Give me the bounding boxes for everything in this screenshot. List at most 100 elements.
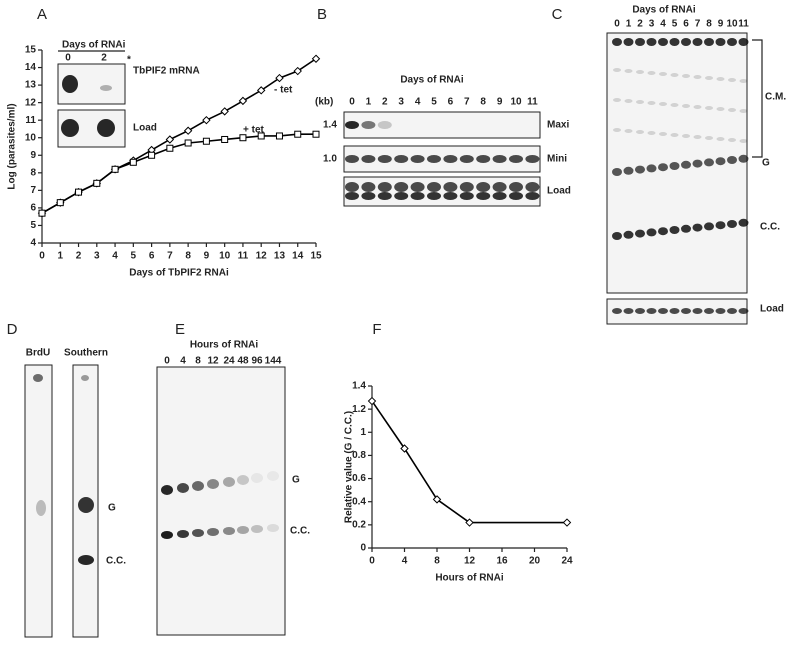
marker xyxy=(202,137,210,145)
marker xyxy=(166,144,174,152)
row-label: TbPIF2 mRNA xyxy=(133,66,200,77)
band xyxy=(377,155,392,163)
band xyxy=(669,308,680,314)
band xyxy=(738,154,749,163)
band xyxy=(739,109,748,113)
band xyxy=(693,75,702,79)
lane-label: 9 xyxy=(718,19,724,30)
lane-label: 8 xyxy=(480,97,486,108)
band xyxy=(704,158,714,167)
marker xyxy=(220,107,229,116)
band xyxy=(727,308,737,314)
panel-letter: E xyxy=(175,321,185,338)
y-tick-label: 1.2 xyxy=(352,404,366,415)
size-label: 1.4 xyxy=(323,120,337,131)
band xyxy=(509,182,523,192)
band xyxy=(635,308,645,314)
blot-title: Days of RNAi xyxy=(632,5,696,16)
band xyxy=(681,308,691,314)
panel-letter: C xyxy=(552,6,563,23)
band xyxy=(716,137,725,141)
marker xyxy=(367,396,377,406)
x-tick-label: 1 xyxy=(57,251,63,262)
band xyxy=(223,477,235,487)
marker xyxy=(432,495,442,504)
band xyxy=(97,119,115,137)
band xyxy=(81,375,89,381)
series-line xyxy=(41,133,316,214)
band xyxy=(33,374,43,382)
band xyxy=(658,227,668,236)
band xyxy=(251,525,263,533)
band xyxy=(623,38,634,46)
band xyxy=(207,528,219,536)
band xyxy=(670,103,679,107)
x-tick-label: 15 xyxy=(310,251,322,262)
band xyxy=(361,192,376,200)
x-tick-label: 0 xyxy=(39,251,45,262)
x-tick-label: 4 xyxy=(402,556,408,567)
asterisk: * xyxy=(127,55,131,66)
band-label: C.M. xyxy=(765,92,786,103)
band xyxy=(681,160,691,169)
x-tick-label: 0 xyxy=(369,556,375,567)
band xyxy=(36,500,46,516)
band xyxy=(345,182,359,192)
lane-label: 0 xyxy=(349,97,355,108)
x-tick-label: 7 xyxy=(167,251,173,262)
lane-label: 1 xyxy=(366,97,372,108)
y-axis-label: Relative value (G / C.C.) xyxy=(344,411,355,523)
band xyxy=(613,128,621,132)
y-tick-label: 0.8 xyxy=(352,450,366,461)
band xyxy=(647,131,656,135)
band xyxy=(693,105,702,109)
band-label: C.C. xyxy=(760,222,780,233)
lane-label: 4 xyxy=(180,356,186,367)
lane-label: 11 xyxy=(527,97,538,108)
band xyxy=(715,308,726,314)
band xyxy=(659,132,667,136)
row-label: Mini xyxy=(547,154,567,165)
y-tick-label: 0.2 xyxy=(352,519,366,530)
row-label: Load xyxy=(133,123,157,134)
band xyxy=(476,155,491,163)
band xyxy=(669,38,680,46)
band xyxy=(345,192,359,200)
band xyxy=(525,155,540,163)
y-tick-label: 6 xyxy=(30,203,36,214)
band xyxy=(267,471,279,481)
marker xyxy=(275,132,283,140)
band xyxy=(394,192,409,200)
lane-label: 11 xyxy=(738,19,749,30)
blot-frame xyxy=(156,366,286,636)
band xyxy=(177,483,189,493)
x-tick-label: 4 xyxy=(112,251,118,262)
band xyxy=(716,77,725,81)
lane-label: 2 xyxy=(637,19,643,30)
band xyxy=(704,308,714,314)
band xyxy=(492,192,507,200)
x-tick-label: 2 xyxy=(76,251,82,262)
band xyxy=(459,192,474,200)
blot-title: Days of RNAi xyxy=(400,75,464,86)
band-label: C.C. xyxy=(106,556,126,567)
row-label: Load xyxy=(760,304,784,315)
band xyxy=(345,155,359,163)
band xyxy=(100,85,112,91)
band xyxy=(394,155,409,163)
marker xyxy=(38,209,46,217)
band xyxy=(693,135,702,139)
lane-label: 1 xyxy=(626,19,632,30)
band xyxy=(78,497,94,513)
band xyxy=(612,308,622,314)
band xyxy=(682,74,690,78)
y-tick-label: 8 xyxy=(30,167,36,178)
band xyxy=(361,155,376,163)
panel-letter: F xyxy=(372,321,381,338)
band xyxy=(739,79,748,83)
band xyxy=(427,192,441,200)
x-tick-label: 3 xyxy=(94,251,100,262)
lane-label: 12 xyxy=(207,356,219,367)
band xyxy=(692,159,703,168)
marker xyxy=(312,130,320,138)
